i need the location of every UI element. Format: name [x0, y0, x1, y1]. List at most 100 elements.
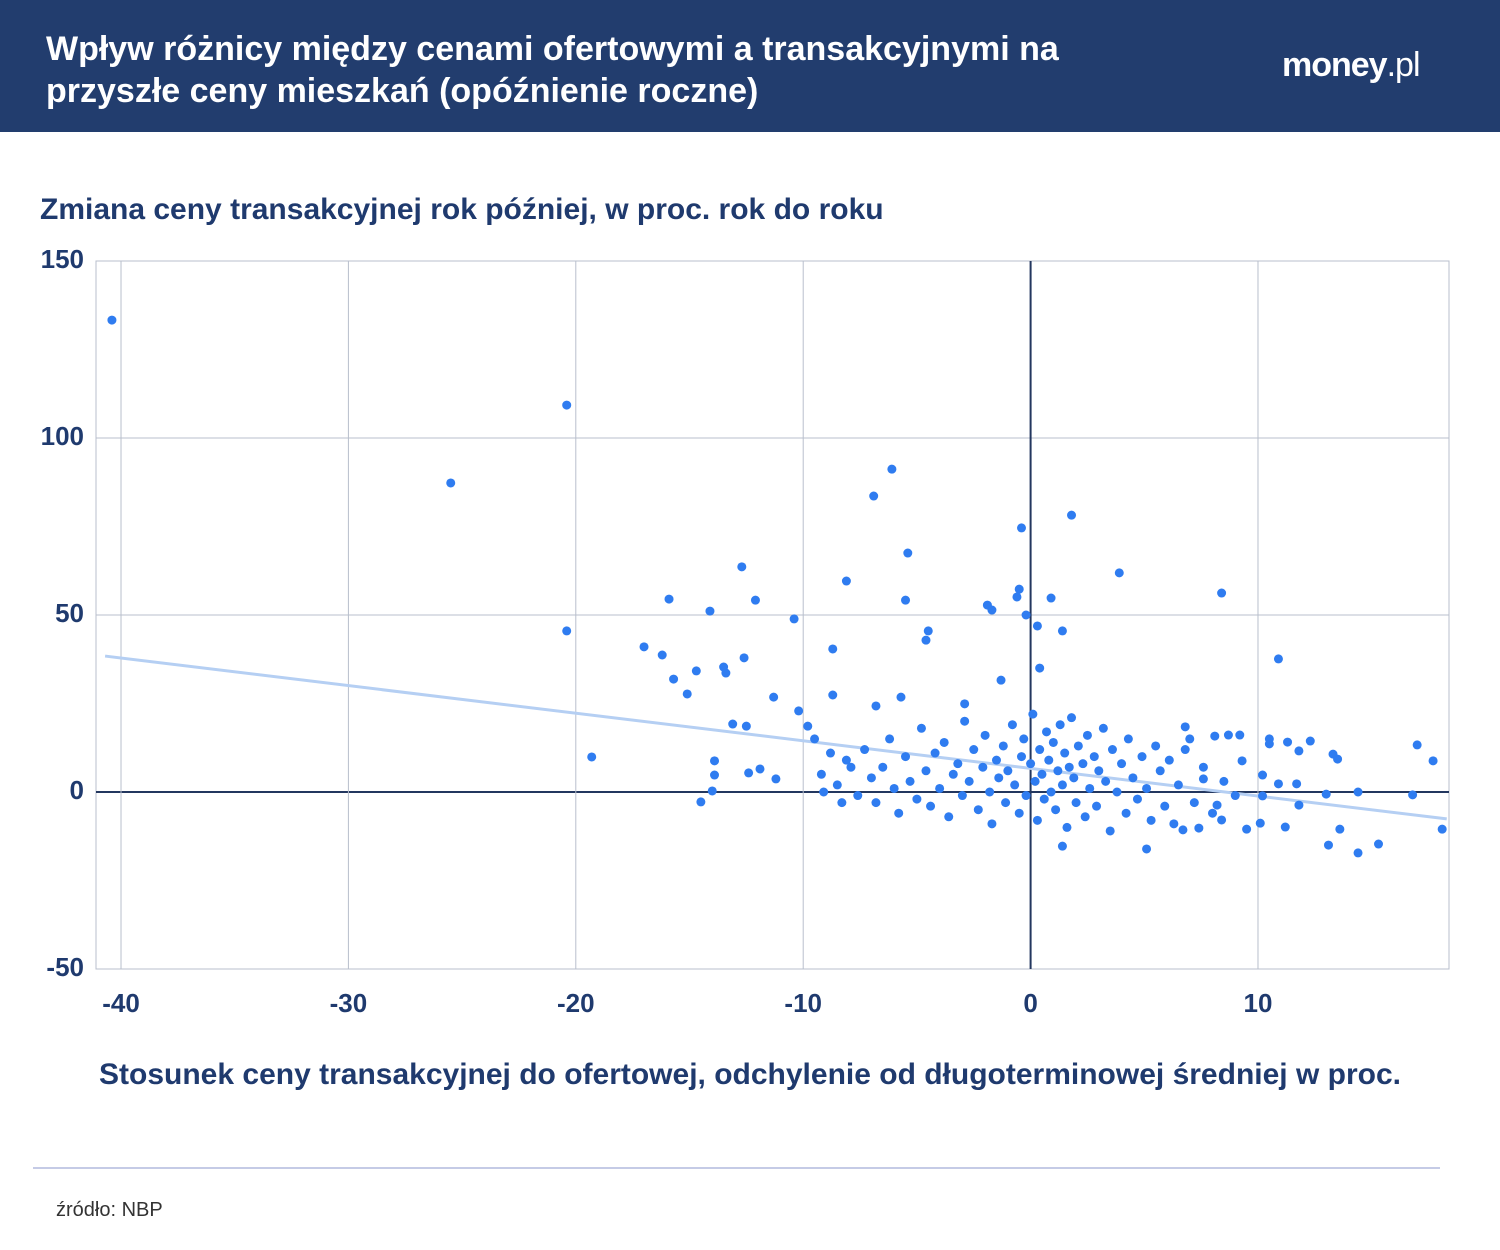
point [819, 787, 829, 797]
point [1242, 824, 1252, 834]
point [1046, 593, 1056, 603]
point [705, 606, 715, 616]
point [903, 548, 913, 558]
point [901, 595, 911, 605]
point [878, 762, 888, 772]
x-tick-label: -10 [784, 988, 822, 1018]
point [1237, 756, 1247, 766]
point [1151, 741, 1161, 751]
point [1080, 812, 1090, 822]
point [894, 808, 904, 818]
point [926, 801, 936, 811]
point [739, 653, 749, 663]
point [1408, 790, 1418, 800]
point [1283, 737, 1293, 747]
point [1117, 759, 1127, 769]
point [1219, 776, 1229, 786]
point [1258, 770, 1268, 780]
point [869, 491, 879, 501]
point [985, 787, 995, 797]
point [1132, 794, 1142, 804]
point [832, 780, 842, 790]
source: źródło: NBP [56, 1199, 163, 1221]
point [741, 721, 751, 731]
point [921, 635, 931, 645]
point [1001, 798, 1011, 808]
point [1273, 654, 1283, 664]
point [1003, 766, 1013, 776]
point [816, 769, 826, 779]
point [912, 794, 922, 804]
point [1180, 722, 1190, 732]
point [1048, 737, 1058, 747]
point [860, 745, 870, 755]
point [889, 783, 899, 793]
point [1198, 774, 1208, 784]
point [1114, 568, 1124, 578]
point [987, 819, 997, 829]
point [1146, 815, 1156, 825]
point [905, 776, 915, 786]
y-tick-label: 0 [70, 775, 84, 805]
point [828, 644, 838, 654]
point [1164, 755, 1174, 765]
point [871, 701, 881, 711]
point [1333, 754, 1343, 764]
point [1064, 762, 1074, 772]
point [1335, 824, 1345, 834]
point [885, 734, 895, 744]
trend-line [104, 654, 1447, 821]
point [1057, 841, 1067, 851]
point [1185, 734, 1195, 744]
point [1057, 780, 1067, 790]
point [1323, 840, 1333, 850]
point [1173, 780, 1183, 790]
point [1264, 734, 1274, 744]
point [978, 762, 988, 772]
point [1019, 734, 1029, 744]
point [1089, 752, 1099, 762]
point [1107, 745, 1117, 755]
point [1026, 759, 1036, 769]
point [657, 650, 667, 660]
y-axis-label: Zmiana ceny transakcyjnej rok później, w… [40, 193, 884, 226]
point [562, 400, 572, 410]
point [930, 748, 940, 758]
point [1121, 808, 1131, 818]
point [1030, 776, 1040, 786]
point [707, 786, 717, 796]
point [803, 721, 813, 731]
point [1032, 815, 1042, 825]
point [841, 576, 851, 586]
point [1169, 819, 1179, 829]
point [1142, 783, 1152, 793]
point [960, 716, 970, 726]
point [1273, 779, 1283, 789]
point [1094, 766, 1104, 776]
point [744, 768, 754, 778]
chart-title: Wpływ różnicy między cenami ofertowymi a… [46, 30, 1059, 110]
point [944, 812, 954, 822]
point [1412, 740, 1422, 750]
point [1208, 808, 1218, 818]
point [1014, 584, 1024, 594]
point [1292, 779, 1302, 789]
point [639, 642, 649, 652]
point [1223, 730, 1233, 740]
point [1078, 759, 1088, 769]
point [1014, 808, 1024, 818]
point [1217, 588, 1227, 598]
point [1235, 730, 1245, 740]
point [562, 626, 572, 636]
point [887, 464, 897, 474]
point [825, 748, 835, 758]
point [1210, 731, 1220, 741]
y-tick-label: 50 [55, 598, 84, 628]
point [1353, 848, 1363, 858]
point [1437, 824, 1447, 834]
point [953, 759, 963, 769]
point [1189, 798, 1199, 808]
point [1212, 800, 1222, 810]
point [1035, 663, 1045, 673]
